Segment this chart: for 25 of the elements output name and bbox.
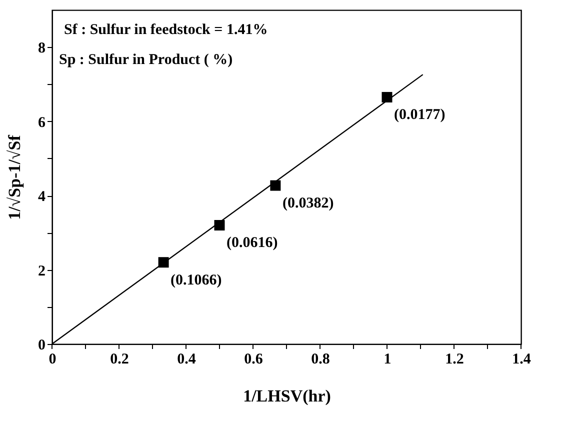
x-tick-label: 1 bbox=[384, 352, 392, 368]
x-tick-label: 0.6 bbox=[244, 352, 264, 368]
annotation: (0.0616) bbox=[226, 235, 278, 252]
annotation: (0.1066) bbox=[170, 272, 222, 288]
x-tick-label: 0.4 bbox=[177, 352, 196, 368]
point bbox=[382, 92, 392, 102]
annotation: Sf : Sulfur in feedstock = 1.41% bbox=[64, 22, 268, 38]
x-tick-label: 0 bbox=[48, 352, 56, 368]
x-tick-label: 0.2 bbox=[110, 352, 129, 368]
annotation: Sp : Sulfur in Product ( %) bbox=[59, 52, 233, 68]
y-tick-label: 0 bbox=[38, 338, 46, 354]
y-tick-label: 4 bbox=[38, 189, 46, 206]
x-tick-label: 1.2 bbox=[445, 352, 464, 368]
annotation: (0.0382) bbox=[282, 196, 334, 212]
x-tick-label: 0.8 bbox=[311, 352, 330, 368]
annotation: (0.0177) bbox=[394, 107, 446, 124]
point bbox=[270, 180, 281, 191]
x-tick-label: 1.4 bbox=[512, 352, 532, 368]
point bbox=[158, 257, 169, 268]
y-tick-label: 6 bbox=[38, 114, 46, 131]
point bbox=[214, 220, 225, 230]
y-tick-label: 2 bbox=[38, 263, 46, 280]
y-axis-title: 1/√Sp-1/√Sf bbox=[5, 134, 24, 220]
x-axis-title: 1/LHSV(hr) bbox=[243, 386, 331, 406]
y-tick-label: 8 bbox=[38, 40, 46, 57]
